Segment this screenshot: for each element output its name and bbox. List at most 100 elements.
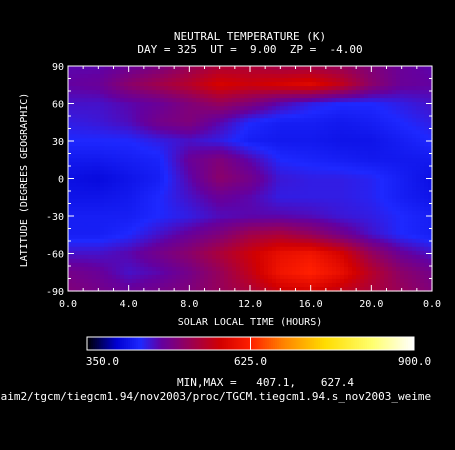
heatmap-cell: [344, 182, 349, 188]
heatmap-cell: [236, 258, 241, 264]
heatmap-cell: [120, 134, 125, 139]
heatmap-cell: [208, 166, 213, 172]
heatmap-cell: [360, 74, 365, 79]
heatmap-cell: [420, 74, 425, 79]
heatmap-cell: [340, 98, 345, 103]
heatmap-cell: [388, 278, 393, 284]
heatmap-cell: [284, 190, 289, 196]
heatmap-cell: [420, 158, 425, 164]
heatmap-cell: [108, 186, 113, 192]
heatmap-cell: [120, 234, 125, 240]
heatmap-cell: [260, 210, 265, 216]
heatmap-cell: [72, 202, 77, 208]
heatmap-cell: [124, 274, 129, 280]
heatmap-cell: [252, 210, 257, 216]
heatmap-cell: [328, 190, 333, 196]
heatmap-cell: [76, 218, 81, 224]
heatmap-cell: [272, 274, 277, 280]
heatmap-cell: [320, 222, 325, 228]
heatmap-cell: [68, 230, 73, 236]
heatmap-cell: [148, 70, 153, 75]
heatmap-cell: [220, 86, 225, 91]
heatmap-cell: [80, 234, 85, 240]
heatmap-cell: [220, 74, 225, 79]
heatmap-cell: [300, 74, 305, 79]
heatmap-cell: [156, 266, 161, 272]
heatmap-cell: [216, 106, 221, 111]
heatmap-cell: [316, 238, 321, 244]
heatmap-cell: [92, 110, 97, 115]
heatmap-cell: [176, 78, 181, 83]
heatmap-cell: [208, 74, 213, 79]
heatmap-cell: [76, 106, 81, 111]
heatmap-cell: [228, 70, 233, 75]
heatmap-cell: [340, 194, 345, 200]
heatmap-cell: [76, 198, 81, 204]
heatmap-cell: [244, 102, 249, 107]
heatmap-cell: [128, 110, 133, 115]
heatmap-cell: [332, 158, 337, 164]
heatmap-cell: [168, 282, 173, 288]
heatmap-cell: [84, 206, 89, 212]
heatmap-cell: [348, 170, 353, 176]
heatmap-cell: [296, 78, 301, 83]
heatmap-cell: [144, 266, 149, 272]
heatmap-cell: [140, 218, 145, 224]
heatmap-cell: [196, 234, 201, 240]
heatmap-cell: [368, 122, 373, 127]
heatmap-cell: [396, 90, 401, 95]
heatmap-cell: [108, 206, 113, 212]
heatmap-cell: [304, 226, 309, 232]
heatmap-cell: [68, 118, 73, 123]
heatmap-cell: [196, 270, 201, 276]
heatmap-cell: [160, 206, 165, 212]
heatmap-cell: [244, 114, 249, 119]
heatmap-cell: [116, 174, 121, 180]
heatmap-cell: [316, 174, 321, 180]
heatmap-cell: [208, 158, 213, 164]
heatmap-cell: [240, 102, 245, 107]
heatmap-cell: [296, 282, 301, 288]
heatmap-cell: [180, 230, 185, 236]
heatmap-cell: [384, 242, 389, 248]
heatmap-cell: [392, 114, 397, 119]
heatmap-cell: [152, 154, 157, 160]
heatmap-cell: [216, 182, 221, 188]
heatmap-cell: [112, 278, 117, 284]
heatmap-cell: [156, 206, 161, 212]
heatmap-cell: [76, 238, 81, 244]
heatmap-cell: [312, 206, 317, 212]
heatmap-cell: [176, 158, 181, 164]
heatmap-cell: [228, 98, 233, 103]
heatmap-cell: [164, 222, 169, 228]
heatmap-cell: [272, 270, 277, 276]
heatmap-cell: [236, 102, 241, 107]
heatmap-cell: [216, 262, 221, 268]
heatmap-cell: [268, 198, 273, 204]
heatmap-cell: [332, 82, 337, 87]
heatmap-cell: [240, 234, 245, 240]
heatmap-cell: [252, 238, 257, 244]
heatmap-cell: [244, 258, 249, 264]
heatmap-cell: [364, 214, 369, 220]
heatmap-cell: [184, 282, 189, 288]
heatmap-cell: [328, 194, 333, 200]
heatmap-cell: [112, 234, 117, 240]
heatmap-cell: [324, 122, 329, 127]
heatmap-cell: [408, 218, 413, 224]
heatmap-cell: [96, 262, 101, 268]
heatmap-cell: [348, 210, 353, 216]
heatmap-cell: [172, 138, 177, 143]
heatmap-cell: [120, 262, 125, 268]
heatmap-cell: [248, 70, 253, 75]
heatmap-cell: [320, 90, 325, 95]
heatmap-cell: [192, 170, 197, 176]
heatmap-cell: [344, 230, 349, 236]
heatmap-cell: [380, 158, 385, 164]
heatmap-cell: [180, 178, 185, 184]
heatmap-cell: [352, 254, 357, 260]
heatmap-cell: [140, 158, 145, 164]
heatmap-cell: [304, 198, 309, 204]
heatmap-cell: [292, 70, 297, 75]
heatmap-cell: [424, 178, 429, 184]
